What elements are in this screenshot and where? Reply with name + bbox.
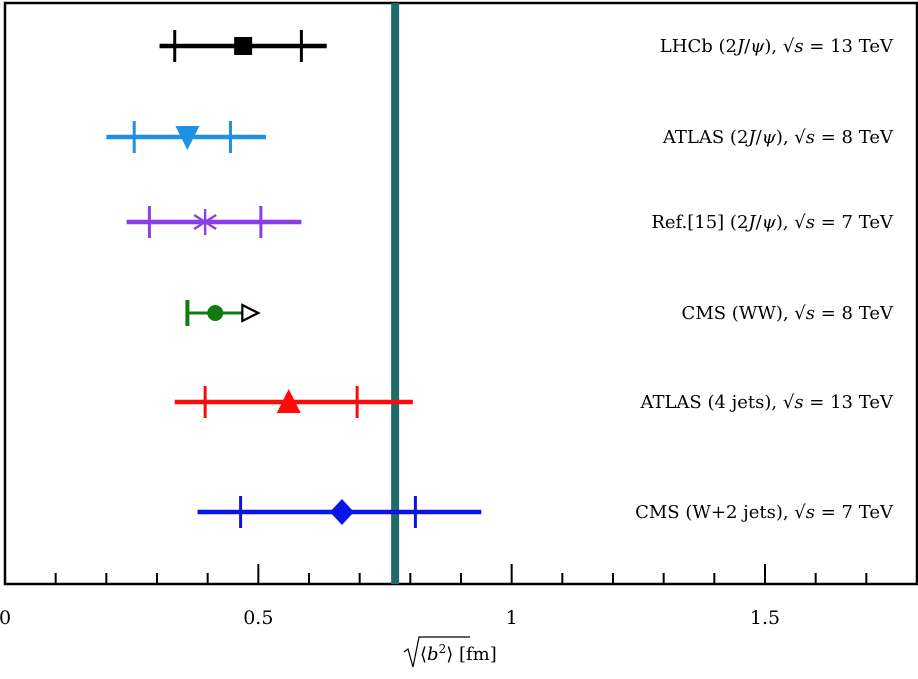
x-tick-label: 0: [0, 607, 11, 629]
open-arrow-head: [241, 303, 261, 323]
measurement-label: CMS (W+2 jets), √s = 7 TeV: [635, 502, 894, 523]
x-axis-tick-labels: 0 0.5 1 1.5: [0, 607, 780, 629]
measurement-3: [126, 206, 302, 238]
plot-frame: [3, 1, 918, 586]
x-axis-label-radical: [403, 636, 470, 668]
measurement-5: [174, 386, 413, 418]
x-axis-label-text: ⟨b2⟩ [fm]: [420, 642, 497, 665]
measurement-1: [159, 30, 327, 62]
measurement-6: [197, 496, 482, 528]
measurement-2: [106, 121, 266, 153]
marker-diamond: [329, 499, 354, 525]
x-tick-label: 1: [506, 607, 518, 629]
marker-asterisk: [193, 209, 217, 235]
x-axis-label: ⟨b2⟩ [fm]: [403, 636, 497, 668]
marker-triangle-up: [276, 389, 301, 413]
measurement-label: CMS (WW), √s = 8 TeV: [682, 303, 894, 324]
x-tick-label: 1.5: [750, 607, 780, 629]
marker-square: [234, 37, 253, 55]
x-axis-ticks: [4, 564, 918, 584]
measurement-label: ATLAS (4 jets), √s = 13 TeV: [639, 392, 894, 413]
measurement-4: [185, 300, 261, 326]
measurement-label: LHCb (2J/ψ), √s = 13 TeV: [660, 36, 894, 57]
measurement-label: Ref.[15] (2J/ψ), √s = 7 TeV: [651, 212, 894, 233]
measurements: [106, 30, 482, 528]
measurement-label: ATLAS (2J/ψ), √s = 8 TeV: [662, 127, 894, 148]
measurement-labels: LHCb (2J/ψ), √s = 13 TeV ATLAS (2J/ψ), √s…: [635, 36, 894, 523]
x-tick-label: 0.5: [243, 607, 273, 629]
marker-circle: [207, 305, 224, 321]
marker-triangle-down: [175, 126, 200, 150]
